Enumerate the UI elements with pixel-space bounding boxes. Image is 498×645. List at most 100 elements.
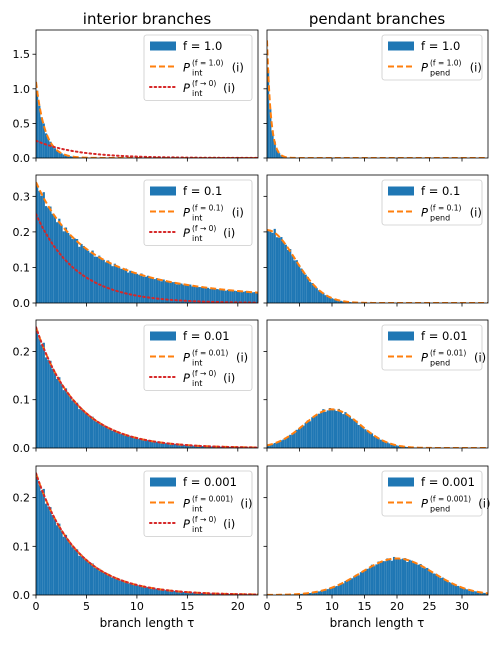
legend-subscript: pend xyxy=(430,505,450,514)
histogram-bar xyxy=(336,411,338,448)
histogram-bar xyxy=(375,437,377,448)
histogram-bar xyxy=(136,274,138,303)
legend-subscript: int xyxy=(192,379,202,388)
legend-argument: (i) xyxy=(470,206,482,220)
histogram-bar xyxy=(85,413,87,448)
histogram-bar xyxy=(138,275,140,303)
histogram-bar xyxy=(196,286,198,303)
histogram-bar xyxy=(103,425,105,448)
legend-label: f = 0.01 xyxy=(183,329,230,343)
legend-superscript: (f → 0) xyxy=(192,369,216,378)
histogram-bar xyxy=(285,245,287,303)
legend-superscript: (f = 0.1) xyxy=(430,204,462,213)
histogram-bar xyxy=(118,433,120,448)
histogram-bar xyxy=(274,229,276,303)
histogram-bar xyxy=(92,251,94,303)
histogram-bar xyxy=(83,410,85,448)
legend-symbol: P xyxy=(183,61,190,75)
y-tick-label: 1.5 xyxy=(13,48,31,61)
histogram-bar xyxy=(316,415,318,448)
legend-superscript: (f → 0) xyxy=(192,224,216,233)
histogram-bar xyxy=(344,412,346,448)
legend-argument: (i) xyxy=(223,226,235,240)
legend-subscript: int xyxy=(192,214,202,223)
histogram-bar xyxy=(123,434,125,448)
legend: f = 0.1P(f = 0.1)int(i)P(f → 0)int(i) xyxy=(144,180,252,246)
histogram-bar xyxy=(287,437,289,448)
legend-argument: (i) xyxy=(223,81,235,95)
panels: 0.00.51.01.5f = 1.0P(f = 1.0)int(i)P(f →… xyxy=(13,30,491,613)
histogram-bar xyxy=(120,581,122,595)
histogram-bar xyxy=(389,559,391,595)
histogram-bar xyxy=(131,584,133,595)
legend-label: f = 1.0 xyxy=(183,39,222,53)
histogram-bar xyxy=(100,259,102,303)
histogram-bar xyxy=(247,292,249,303)
panel-r2-c0: 0.00.10.2f = 0.01P(f = 0.01)int(i)P(f → … xyxy=(13,320,261,455)
histogram-bar xyxy=(87,562,89,595)
histogram-bar xyxy=(78,556,80,595)
histogram-bar xyxy=(280,237,282,303)
legend-subscript: int xyxy=(192,359,202,368)
histogram-bar xyxy=(96,569,98,595)
histogram-bar xyxy=(123,581,125,595)
histogram-bar xyxy=(338,409,340,448)
legend-subscript: int xyxy=(192,69,202,78)
histogram-bar xyxy=(123,269,125,303)
histogram-bar xyxy=(154,589,156,595)
legend-superscript: (f = 0.01) xyxy=(430,349,466,358)
x-tick-label: 5 xyxy=(83,600,90,613)
histogram-bar xyxy=(222,289,224,303)
histogram-bar xyxy=(209,289,211,303)
histogram-bar xyxy=(98,569,100,595)
legend-symbol: P xyxy=(183,206,190,220)
histogram-bar xyxy=(437,576,439,595)
legend-patch xyxy=(150,42,176,51)
histogram-bar xyxy=(296,430,298,448)
histogram-bar xyxy=(149,441,151,448)
interior-x-axis-label: branch length τ xyxy=(100,616,195,630)
x-tick-label: 0 xyxy=(33,600,40,613)
x-tick-label: 10 xyxy=(130,600,144,613)
histogram-bar xyxy=(118,580,120,595)
histogram-bar xyxy=(313,416,315,448)
histogram-bar xyxy=(318,290,320,303)
histogram-bar xyxy=(80,555,82,595)
histogram-bar xyxy=(78,247,80,303)
histogram-bar xyxy=(143,440,145,448)
histogram-bar xyxy=(43,192,45,303)
histogram-bar xyxy=(362,427,364,448)
histogram-bar xyxy=(136,585,138,595)
histogram-bar xyxy=(291,434,293,448)
histogram-bar xyxy=(378,562,380,595)
histogram-bar xyxy=(143,587,145,595)
histogram-bar xyxy=(371,433,373,448)
histogram-bar xyxy=(85,560,87,595)
legend-subscript: int xyxy=(192,505,202,514)
histogram-bar xyxy=(245,291,247,303)
histogram-bar xyxy=(63,537,65,595)
histogram-bar xyxy=(320,292,322,303)
histogram-bar xyxy=(344,581,346,595)
histogram-bar xyxy=(294,260,296,303)
histogram-bar xyxy=(415,563,417,595)
histogram-bar xyxy=(282,242,284,303)
histogram-bar xyxy=(327,410,329,448)
histogram-bar xyxy=(149,588,151,595)
legend-subscript: int xyxy=(192,89,202,98)
histogram-bar xyxy=(143,277,145,303)
histogram-bar xyxy=(211,288,213,303)
histogram-bar xyxy=(298,429,300,448)
histogram-bar xyxy=(109,263,111,303)
legend-patch xyxy=(388,332,414,341)
legend-symbol: P xyxy=(421,497,428,511)
legend-patch xyxy=(150,332,176,341)
histogram-bar xyxy=(58,524,60,595)
legend-argument: (i) xyxy=(470,61,482,75)
histogram-bar xyxy=(72,401,74,448)
histogram-bar xyxy=(298,265,300,303)
x-tick-label: 15 xyxy=(358,600,372,613)
